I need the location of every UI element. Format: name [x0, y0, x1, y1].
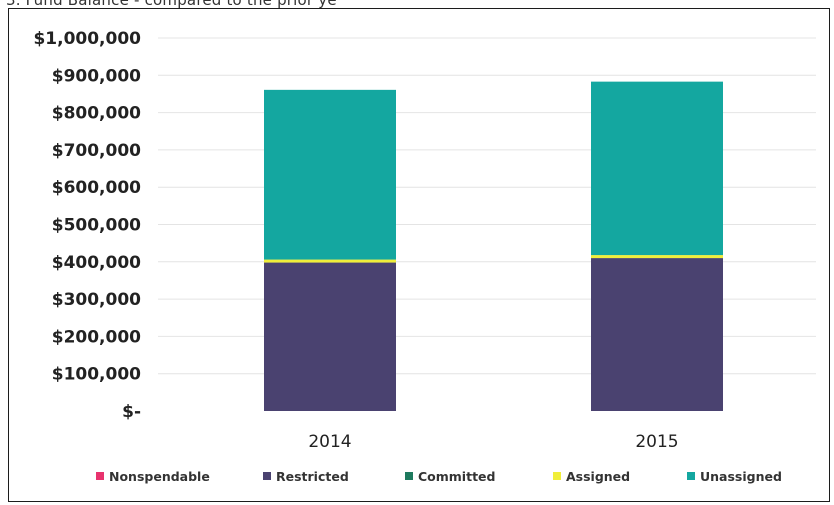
bar-segment-assigned-2015 — [591, 255, 723, 259]
y-tick-label: $400,000 — [52, 253, 141, 273]
y-tick-label: $900,000 — [52, 66, 141, 86]
legend: Nonspendable Restricted Committed Assigned U… — [96, 469, 782, 484]
legend-swatch — [405, 472, 413, 480]
chart-caption: 3. Fund Balance - compared to the prior … — [6, 0, 337, 9]
legend-label: Nonspendable — [109, 469, 210, 484]
y-tick-label: $500,000 — [52, 216, 141, 236]
y-axis-tick-labels: $- $100,000 $200,000 $300,000 $400,000 $500,0… — [33, 29, 141, 422]
legend-item-nonspendable: Nonspendable — [96, 469, 210, 484]
legend-item-restricted: Restricted — [263, 469, 349, 484]
bar-segment-unassigned-2014 — [264, 89, 396, 260]
y-tick-label: $300,000 — [52, 290, 141, 310]
legend-label: Assigned — [566, 469, 630, 484]
y-tick-label: $700,000 — [52, 141, 141, 161]
y-tick-label: $1,000,000 — [33, 29, 141, 49]
legend-label: Unassigned — [700, 469, 782, 484]
bar-segment-assigned-2014 — [264, 259, 396, 263]
y-tick-label: $800,000 — [52, 104, 141, 124]
legend-swatch — [96, 472, 104, 480]
bar-segment-restricted-2014 — [264, 262, 396, 411]
y-tick-label: $- — [122, 402, 141, 422]
y-tick-label: $600,000 — [52, 178, 141, 198]
legend-item-unassigned: Unassigned — [687, 469, 782, 484]
y-tick-label: $200,000 — [52, 327, 141, 347]
legend-swatch — [553, 472, 561, 480]
x-tick-label: 2014 — [308, 432, 351, 452]
legend-swatch — [687, 472, 695, 480]
legend-item-committed: Committed — [405, 469, 495, 484]
bar-segment-restricted-2015 — [591, 258, 723, 411]
legend-label: Committed — [418, 469, 495, 484]
x-axis-category-labels: 2014 2015 — [308, 432, 678, 452]
bar-segment-unassigned-2015 — [591, 81, 723, 256]
legend-swatch — [263, 472, 271, 480]
y-tick-label: $100,000 — [52, 365, 141, 385]
legend-label: Restricted — [276, 469, 349, 484]
legend-item-assigned: Assigned — [553, 469, 630, 484]
x-tick-label: 2015 — [635, 432, 678, 452]
bars — [264, 81, 723, 411]
